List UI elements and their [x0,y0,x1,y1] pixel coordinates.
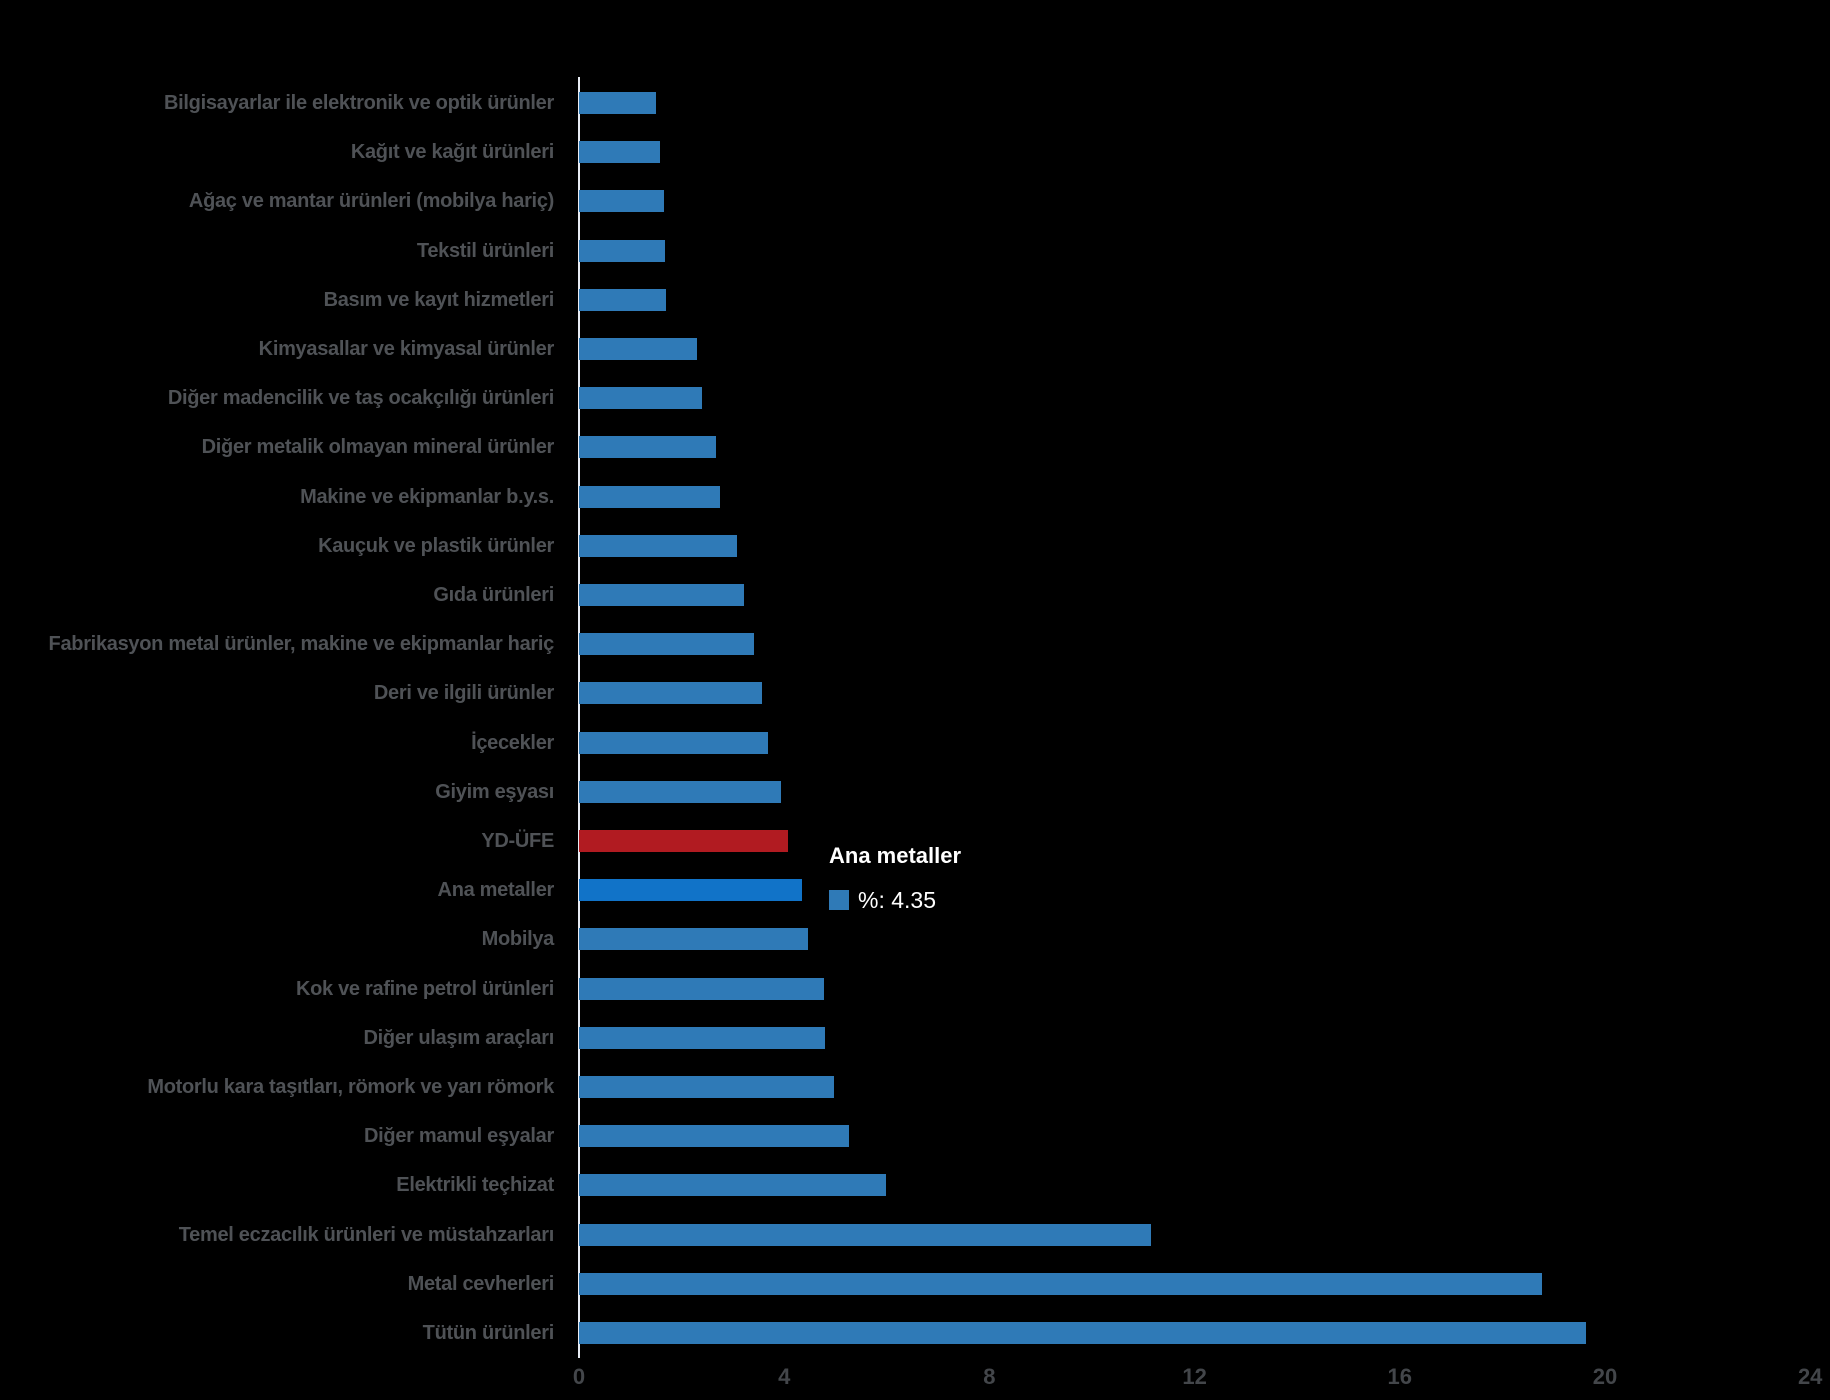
category-label: Temel eczacılık ürünleri ve müstahzarlar… [178,1223,555,1246]
bar[interactable] [579,338,697,360]
bar[interactable] [579,485,721,508]
category-label: Ağaç ve mantar ürünleri (mobilya hariç) [188,190,554,213]
category-label: Diğer ulaşım araçları [363,1026,555,1049]
bar[interactable] [579,1125,849,1148]
bar[interactable] [579,1076,834,1098]
category-label: Giyim eşyası [435,780,554,803]
category-label: Elektrikli teçhizat [396,1174,554,1197]
bar[interactable] [579,879,803,902]
x-axis-tick-label: 0 [572,1364,586,1389]
category-label: Tütün ürünleri [422,1322,555,1344]
category-label: Fabrikasyon metal ürünler, makine ve eki… [48,633,555,656]
bar[interactable] [579,928,808,951]
category-label: Tekstil ürünleri [416,239,554,262]
bar[interactable] [579,731,768,754]
category-label: Metal cevherleri [407,1272,555,1295]
bar[interactable] [579,977,824,1000]
x-axis-tick-label: 4 [778,1364,791,1389]
category-label: Kimyasallar ve kimyasal ürünler [258,338,555,360]
category-label: Mobilya [481,928,555,951]
x-axis-tick-label: 24 [1797,1364,1823,1389]
category-label: Bilgisayarlar ile elektronik ve optik ür… [164,92,554,114]
tooltip-value-row: %: 4.35 [829,886,961,914]
bar[interactable] [579,584,745,606]
category-label: Kağıt ve kağıt ürünleri [350,141,554,164]
tooltip-title: Ana metaller [829,843,962,868]
bar[interactable] [579,780,782,803]
category-label: YD-ÜFE [481,830,554,852]
bar[interactable] [579,1026,825,1049]
bar[interactable] [579,190,665,213]
category-label: Deri ve ilgili ürünler [373,682,554,705]
bar[interactable] [579,92,657,114]
bar[interactable] [579,1174,887,1197]
bar[interactable] [579,1223,1151,1246]
category-label: İçecekler [471,731,554,754]
x-axis-tick-label: 8 [983,1364,996,1389]
bar[interactable] [579,1272,1543,1295]
y-axis-line [578,77,580,1358]
bar[interactable] [579,387,702,410]
category-label: Makine ve ekipmanlar b.y.s. [300,485,554,508]
bar[interactable] [579,633,754,656]
bar[interactable] [579,534,737,557]
bar[interactable] [579,141,661,164]
bar[interactable] [579,830,788,852]
category-label: Diğer metalik olmayan mineral ürünler [201,436,555,459]
series-swatch-icon [829,890,849,910]
bar[interactable] [579,682,762,705]
category-label: Diğer madencilik ve taş ocakçılığı ürünl… [167,387,554,410]
x-axis-tick-label: 12 [1182,1364,1207,1389]
category-label: Gıda ürünleri [433,584,554,606]
bar[interactable] [579,1322,1587,1344]
category-label: Diğer mamul eşyalar [364,1125,554,1148]
category-label: Kauçuk ve plastik ürünler [318,534,554,557]
category-label: Kok ve rafine petrol ürünleri [295,977,554,1000]
tooltip: Ana metaller %: 4.35 [829,845,961,914]
category-label: Motorlu kara taşıtları, römork ve yarı r… [147,1076,554,1098]
tooltip-value: %: 4.35 [858,886,936,913]
bar[interactable] [579,239,666,262]
bar[interactable] [579,436,716,459]
x-axis-tick-label: 20 [1592,1364,1618,1389]
bar[interactable] [579,288,667,311]
x-axis-tick-label: 16 [1387,1364,1413,1389]
category-label: Basım ve kayıt hizmetleri [323,288,555,311]
category-label: Ana metaller [437,879,555,902]
